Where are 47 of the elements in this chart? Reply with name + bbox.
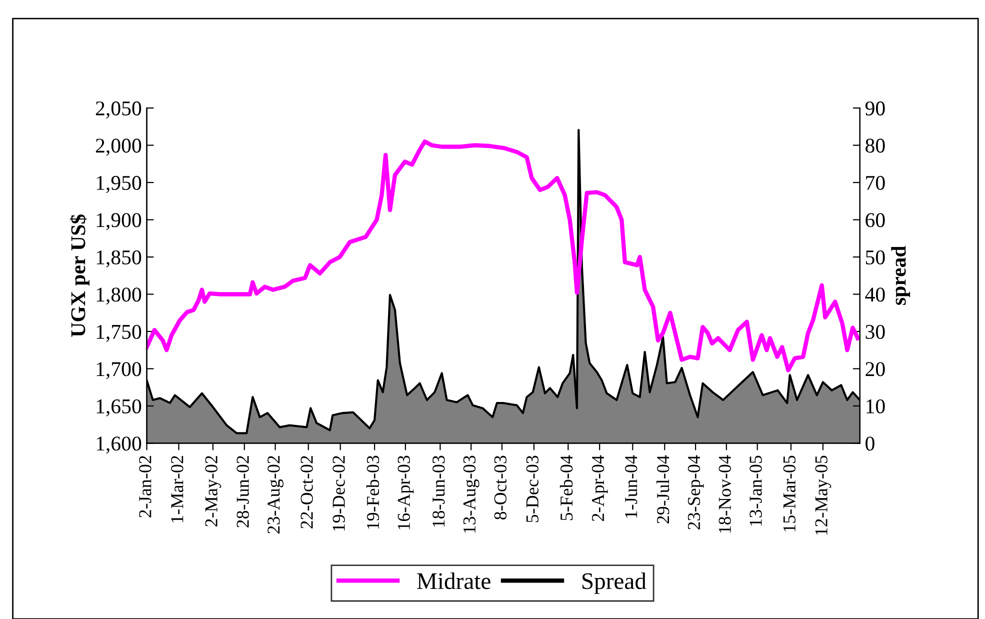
- legend-label: Spread: [582, 572, 646, 594]
- x-tick-label: 13-Aug-03: [463, 456, 480, 533]
- line-series: [146, 139, 860, 372]
- x-tick-label: 1-Jun-04: [625, 455, 638, 518]
- x-tick-label: 8-Oct-03: [494, 456, 506, 520]
- y2-tick-label: 0: [866, 436, 874, 451]
- y-axis-title: UGX per US$: [70, 214, 90, 337]
- x-tick-label: 18-Nov-04: [718, 455, 731, 533]
- y2-tick-label: 30: [866, 324, 885, 339]
- y-tick-label: 2,000: [96, 138, 142, 156]
- y-tick-label: 1,600: [96, 436, 142, 454]
- y-tick-label: 1,700: [96, 362, 142, 380]
- x-tick-label: 5-Dec-03: [526, 456, 538, 522]
- legend-label: Midrate: [417, 572, 490, 590]
- x-tick-label: 23-Sep-04: [688, 455, 704, 530]
- y2-axis-title: spread: [891, 246, 910, 305]
- x-tick-label: 19-Feb-03: [366, 456, 380, 529]
- x-tick-label: 23-Aug-02: [268, 456, 284, 534]
- x-tick-label: 12-May-05: [815, 456, 832, 535]
- x-tick-label: 29-Jul-04: [656, 455, 670, 524]
- y2-tick-label: 10: [866, 399, 885, 414]
- x-tick-label: 19-Dec-02: [332, 456, 345, 531]
- x-tick-label: 13-Jan-05: [750, 456, 762, 526]
- x-tick-label: 28-Jun-02: [236, 456, 249, 528]
- y2-tick-label: 80: [866, 138, 885, 153]
- x-tick-label: 5-Feb-04: [560, 455, 573, 520]
- x-tick-label: 18-Jun-03: [432, 456, 445, 527]
- y-tick-label: 1,650: [96, 399, 142, 416]
- y2-tick-label: 20: [866, 362, 885, 376]
- y2-tick-label: 90: [865, 101, 885, 116]
- x-tick-label: 22-Oct-02: [300, 456, 313, 528]
- x-tick-label: 2-May-02: [205, 456, 222, 526]
- x-tick-label: 16-Apr-03: [398, 456, 414, 530]
- y-tick-label: 1,850: [96, 250, 142, 268]
- y-tick-label: 1,900: [96, 213, 142, 230]
- x-tick-label: 2-Jan-02: [139, 456, 152, 518]
- x-tick-label: 15-Mar-05: [783, 456, 796, 532]
- y-tick-label: 1,800: [96, 288, 142, 305]
- y2-tick-label: 40: [865, 288, 885, 302]
- y-tick-label: 1,750: [96, 324, 142, 342]
- x-tick-label: 2-Apr-04: [592, 455, 608, 522]
- y2-tick-label: 50: [866, 250, 885, 264]
- y2-tick-label: 70: [866, 176, 885, 190]
- x-tick-label: 1-Mar-02: [171, 456, 184, 522]
- y-tick-label: 1,950: [96, 176, 142, 193]
- y2-tick-label: 60: [866, 213, 885, 228]
- y-tick-label: 2,050: [96, 101, 142, 118]
